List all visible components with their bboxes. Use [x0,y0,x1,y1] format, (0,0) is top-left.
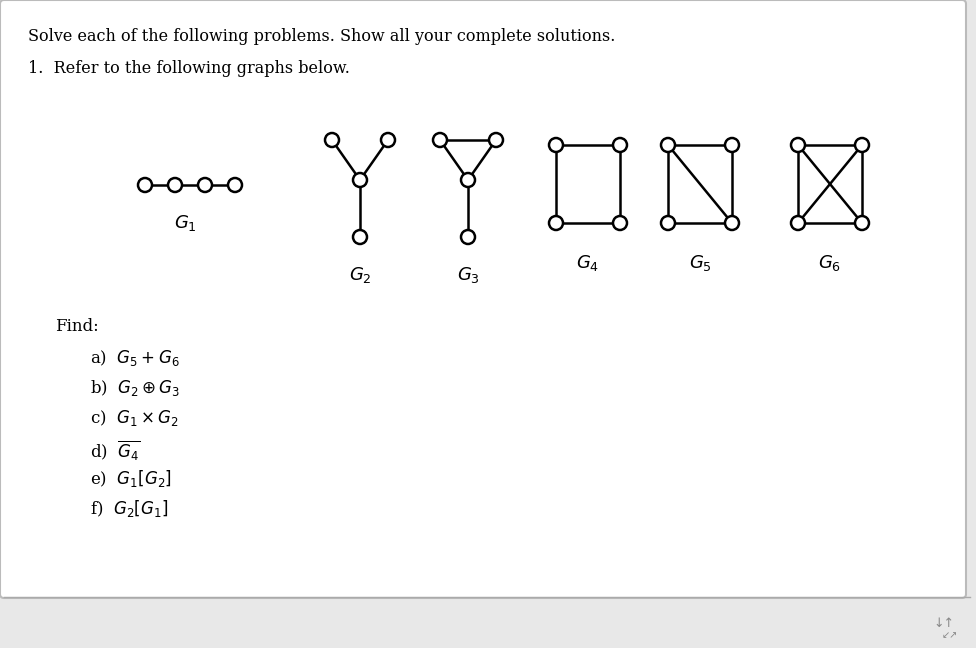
Circle shape [433,133,447,147]
Text: $G_5$: $G_5$ [688,253,712,273]
Text: $G_1$: $G_1$ [174,213,196,233]
Circle shape [791,216,805,230]
Text: ↓↑: ↓↑ [933,617,955,630]
Circle shape [661,138,675,152]
Text: $G_6$: $G_6$ [819,253,841,273]
Text: b)  $G_2 \oplus G_3$: b) $G_2 \oplus G_3$ [90,378,181,398]
Circle shape [138,178,152,192]
Text: $G_2$: $G_2$ [348,265,371,285]
Circle shape [353,173,367,187]
Text: f)  $G_2[G_1]$: f) $G_2[G_1]$ [90,498,168,519]
Text: $G_3$: $G_3$ [457,265,479,285]
Text: c)  $G_1 \times G_2$: c) $G_1 \times G_2$ [90,408,179,428]
Circle shape [613,216,627,230]
Circle shape [198,178,212,192]
Circle shape [549,138,563,152]
FancyBboxPatch shape [0,0,966,598]
Text: a)  $G_5 + G_6$: a) $G_5 + G_6$ [90,348,180,368]
Circle shape [353,230,367,244]
Text: d)  $\overline{G_4}$: d) $\overline{G_4}$ [90,438,141,462]
Circle shape [613,138,627,152]
Text: 1.  Refer to the following graphs below.: 1. Refer to the following graphs below. [28,60,349,77]
Circle shape [228,178,242,192]
Text: Solve each of the following problems. Show all your complete solutions.: Solve each of the following problems. Sh… [28,28,616,45]
Circle shape [381,133,395,147]
Text: ↙↗: ↙↗ [942,630,958,640]
Circle shape [325,133,339,147]
Circle shape [725,216,739,230]
Text: e)  $G_1[G_2]$: e) $G_1[G_2]$ [90,468,172,489]
Text: $G_4$: $G_4$ [577,253,599,273]
Circle shape [855,216,869,230]
Circle shape [549,216,563,230]
Circle shape [725,138,739,152]
Circle shape [489,133,503,147]
Circle shape [661,216,675,230]
Text: Find:: Find: [55,318,99,335]
Circle shape [461,173,475,187]
Circle shape [461,230,475,244]
Circle shape [168,178,182,192]
Circle shape [791,138,805,152]
Circle shape [855,138,869,152]
